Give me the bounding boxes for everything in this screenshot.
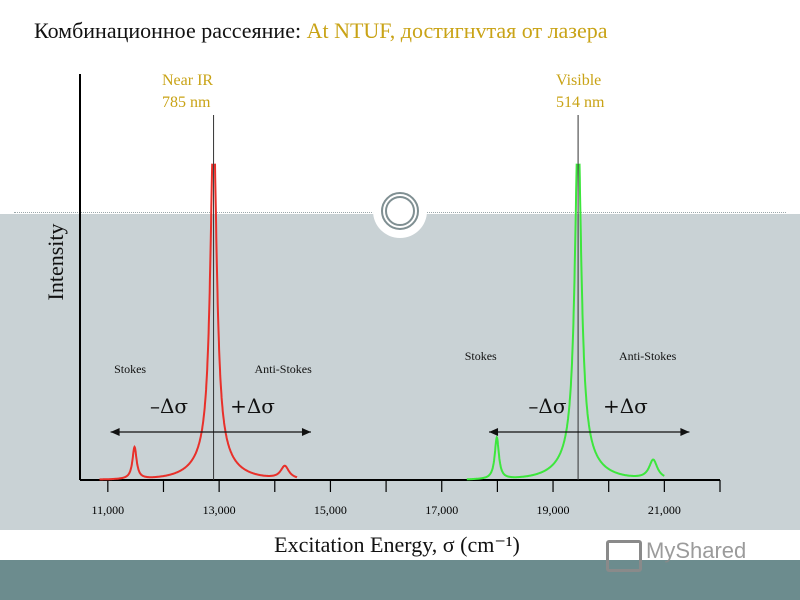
title-part-2: At NTUF, достигнvтая от лазера	[306, 18, 608, 43]
spectrum-line	[466, 163, 578, 481]
x-tick-label: 17,000	[425, 503, 458, 517]
arrow-head-right	[680, 428, 690, 436]
shift-minus-label: –Δσ	[150, 394, 188, 418]
spectrum-line	[99, 163, 214, 481]
laser-name: Near IR	[162, 72, 214, 89]
band-annotation: Stokes	[114, 362, 146, 376]
laser-wavelength: 514 nm	[556, 94, 605, 111]
x-tick-label: 21,000	[648, 503, 681, 517]
watermark-text: MyShared	[646, 538, 747, 563]
x-tick-label: 13,000	[203, 503, 236, 517]
x-tick-label: 11,000	[92, 503, 125, 517]
laser-wavelength: 785 nm	[162, 94, 211, 111]
x-tick-label: 15,000	[314, 503, 347, 517]
spectrum-line	[214, 163, 298, 479]
background-top	[0, 0, 800, 214]
title-part-1: Комбинационное рассеяние:	[34, 18, 302, 43]
laser-name: Visible	[556, 72, 602, 89]
circle-ornament-icon	[373, 184, 427, 238]
band-annotation: Anti-Stokes	[619, 349, 677, 363]
footer-band	[0, 560, 800, 600]
shift-plus-label: +Δσ	[230, 394, 275, 418]
arrow-head-left	[110, 428, 120, 436]
background-bottom	[0, 530, 800, 560]
x-axis-label: Excitation Energy, σ (cm⁻¹)	[274, 532, 520, 557]
arrow-head-right	[301, 428, 311, 436]
x-tick-label: 19,000	[537, 503, 570, 517]
background-middle-band	[0, 214, 800, 530]
laser-label-visible: Visible 514 nm	[556, 70, 604, 114]
y-axis-label: Intensity	[43, 223, 68, 301]
watermark: MyShared	[606, 536, 766, 572]
spectrum-line	[578, 163, 665, 477]
slide-title: Комбинационное рассеяние: At NTUF, дости…	[34, 18, 608, 44]
band-annotation: Stokes	[465, 349, 497, 363]
shift-plus-label: +Δσ	[603, 394, 648, 418]
band-annotation: Anti-Stokes	[254, 362, 312, 376]
laser-label-near-ir: Near IR 785 nm	[162, 70, 213, 114]
arrow-head-left	[489, 428, 499, 436]
presentation-icon	[606, 540, 642, 572]
shift-minus-label: –Δσ	[528, 394, 566, 418]
